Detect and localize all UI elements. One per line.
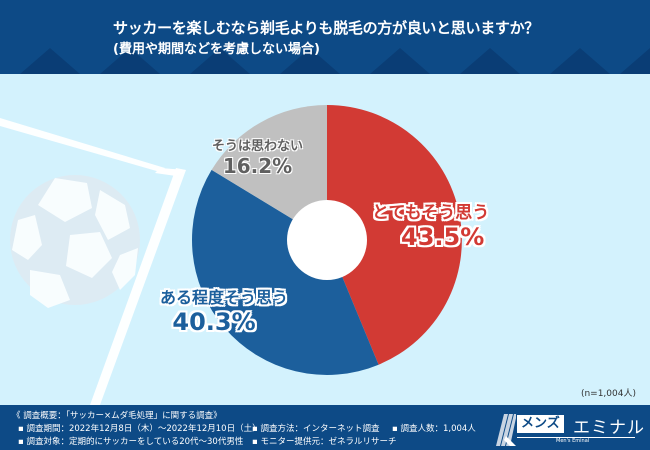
chart-subtitle: (費用や期間などを考慮しない場合) — [113, 42, 320, 57]
mens-eminal-logo: メンズ エミナル Men's Eminal — [496, 412, 646, 446]
logo-box-text: メンズ — [517, 415, 564, 433]
survey-method: ▪ 調査方法：インターネット調査 — [252, 424, 380, 434]
survey-provider: ▪ モニター提供元：ゼネラルリサーチ — [252, 437, 397, 447]
field-lines-decoration — [0, 118, 186, 405]
logo-rule — [517, 437, 635, 438]
survey-target: ▪ 調査対象：定期的にサッカーをしている20代～30代男性 — [18, 437, 244, 447]
logo-name: エミナル — [573, 418, 645, 438]
survey-period: ▪ 調査期間：2022年12月8日（木）～2022年12月10日（土） — [18, 424, 261, 434]
sample-size-note: (n=1,004人) — [580, 389, 636, 399]
label-somewhat-agree-name: ある程度そう思う — [160, 288, 289, 307]
label-disagree-value: 16.2% — [222, 154, 293, 178]
header-banner: サッカーを楽しむなら剃毛よりも脱毛の方が良いと思いますか？ (費用や期間などを考… — [0, 0, 650, 74]
label-somewhat-agree-value: 40.3% — [172, 308, 256, 336]
survey-count: ▪ 調査人数：1,004人 — [392, 424, 476, 434]
soccer-ball-decoration — [10, 175, 140, 308]
label-disagree: そうは思わない 16.2% — [212, 135, 303, 178]
survey-heading: 《 調査概要：「サッカー×ムダ毛処理」に関する調査》 — [12, 411, 222, 421]
label-disagree-name: そうは思わない — [212, 139, 304, 154]
donut-hole — [287, 200, 367, 280]
chart-title: サッカーを楽しむなら剃毛よりも脱毛の方が良いと思いますか？ — [113, 19, 540, 37]
label-very-much-agree: とてもそう思う 43.5% — [372, 198, 489, 251]
slice-very-much-agree[interactable] — [327, 105, 462, 365]
slice-disagree[interactable] — [211, 104, 327, 240]
pie-chart — [192, 104, 462, 375]
label-somewhat-agree: ある程度そう思う 40.3% — [160, 284, 288, 336]
logo-mark-icon — [496, 414, 516, 446]
label-very-much-agree-name: とてもそう思う — [372, 203, 490, 223]
logo-subtitle: Men's Eminal — [556, 438, 590, 444]
slice-somewhat-agree[interactable] — [192, 169, 379, 375]
label-very-much-agree-value: 43.5% — [401, 223, 485, 251]
